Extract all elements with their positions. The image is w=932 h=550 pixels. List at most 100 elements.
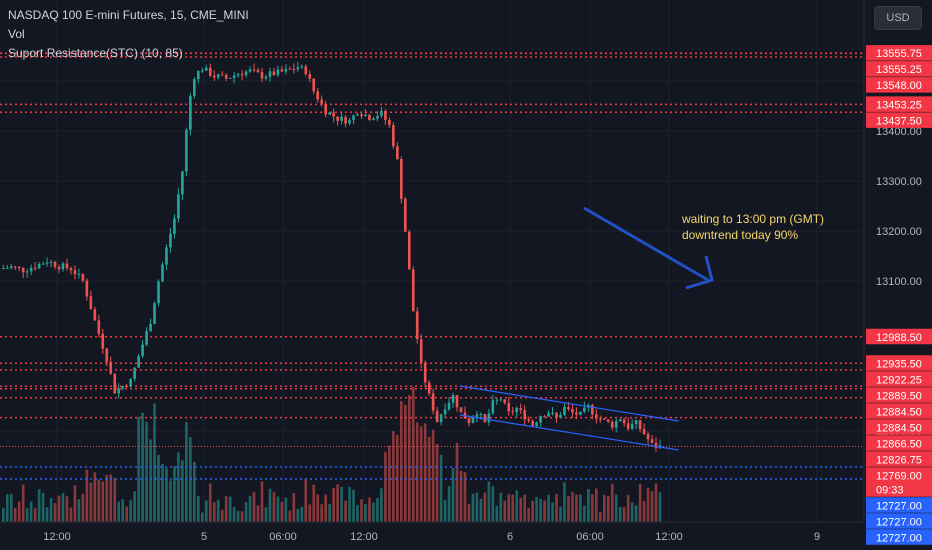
resistance-price-label-box bbox=[866, 419, 932, 435]
candle-body bbox=[332, 112, 335, 117]
candle-body bbox=[507, 402, 511, 412]
volume-bar bbox=[407, 395, 411, 522]
candle-body bbox=[153, 303, 156, 324]
candle-body bbox=[396, 146, 399, 160]
time-tick-label: 9 bbox=[814, 531, 820, 543]
candle-body bbox=[527, 419, 530, 421]
volume-bar bbox=[539, 498, 542, 522]
volume-bar bbox=[634, 505, 638, 522]
resistance-price-label-box bbox=[866, 112, 932, 128]
candle-body bbox=[610, 421, 614, 428]
indicator-label[interactable]: Suport Resistance(STC) (10, 85) bbox=[8, 46, 183, 60]
volume-bar bbox=[49, 498, 53, 522]
volume-bar bbox=[622, 507, 626, 522]
candle-body bbox=[523, 409, 526, 420]
candle-body bbox=[439, 414, 443, 423]
volume-label[interactable]: Vol bbox=[8, 27, 25, 41]
trend-arrow[interactable] bbox=[583, 206, 714, 290]
candle-body bbox=[503, 399, 507, 403]
candle-body bbox=[97, 320, 101, 334]
time-tick-label: 06:00 bbox=[576, 531, 604, 543]
currency-button[interactable]: USD bbox=[874, 6, 922, 30]
volume-bar bbox=[280, 501, 284, 522]
candle-body bbox=[232, 75, 236, 79]
candle-body bbox=[73, 270, 77, 275]
candle-body bbox=[487, 413, 491, 423]
resistance-price-label-box bbox=[866, 45, 932, 61]
candle-body bbox=[340, 116, 343, 121]
candle-body bbox=[284, 68, 288, 72]
support-resistance-lines bbox=[0, 52, 864, 480]
volume-bar bbox=[650, 491, 654, 522]
candle-body bbox=[563, 407, 566, 416]
volume-bar bbox=[284, 497, 288, 522]
support-price-label: 12727.00 bbox=[876, 500, 922, 512]
candle-body bbox=[113, 373, 117, 394]
volume-bar bbox=[296, 508, 300, 522]
candle-body bbox=[240, 74, 244, 76]
candle-body bbox=[455, 395, 459, 408]
volume-bar bbox=[368, 497, 371, 522]
candle-body bbox=[312, 78, 316, 92]
support-price-label-box bbox=[866, 497, 932, 513]
volume-bar bbox=[543, 500, 546, 522]
volume-bar bbox=[583, 505, 586, 522]
channel-upper-line[interactable] bbox=[459, 385, 679, 422]
volume-bar bbox=[475, 492, 479, 522]
volume-bar bbox=[459, 470, 463, 522]
price-axis[interactable]: 13500.0013400.0013300.0013200.0013100.00… bbox=[863, 0, 932, 550]
volume-bar bbox=[602, 494, 606, 522]
candle-body bbox=[535, 422, 538, 426]
annotation-text[interactable]: waiting to 13:00 pm (GMT) downtrend toda… bbox=[681, 212, 824, 242]
volume-bar bbox=[97, 479, 101, 522]
volume-bar bbox=[57, 495, 61, 522]
candle-body bbox=[260, 72, 264, 79]
volume-bar bbox=[153, 403, 156, 522]
candle-body bbox=[571, 409, 574, 413]
volume-bar bbox=[292, 493, 296, 522]
candle-body bbox=[427, 382, 431, 394]
volume-bar bbox=[411, 387, 415, 522]
volume-bar bbox=[658, 492, 662, 522]
volume-bar bbox=[208, 483, 212, 522]
descending-channel[interactable] bbox=[459, 385, 679, 451]
volume-bar bbox=[642, 501, 646, 522]
volume-bar bbox=[145, 421, 148, 522]
resistance-price-label: 13555.25 bbox=[876, 64, 922, 76]
volume-bar bbox=[316, 494, 320, 522]
time-tick-label: 12:00 bbox=[43, 531, 71, 543]
resistance-price-label-box bbox=[866, 371, 932, 387]
candle-body bbox=[380, 110, 383, 116]
candle-body bbox=[634, 420, 638, 425]
volume-bar bbox=[73, 485, 77, 522]
support-price-label: 12727.00 bbox=[876, 516, 922, 528]
channel-lower-line[interactable] bbox=[459, 414, 679, 451]
volume-bar bbox=[519, 497, 522, 522]
candle-body bbox=[364, 114, 367, 117]
candle-body bbox=[443, 409, 447, 415]
annotation-line-1: waiting to 13:00 pm (GMT) bbox=[681, 212, 824, 226]
candle-body bbox=[654, 442, 658, 449]
volume-bar bbox=[340, 486, 343, 522]
resistance-price-label: 12935.50 bbox=[876, 358, 922, 370]
chart-grid bbox=[0, 0, 864, 522]
candle-body bbox=[33, 267, 37, 269]
candle-body bbox=[157, 281, 160, 304]
candle-body bbox=[69, 268, 73, 271]
volume-bar bbox=[610, 483, 614, 522]
symbol-title[interactable]: NASDAQ 100 E-mini Futures, 15, CME_MINI bbox=[8, 8, 249, 22]
candle-body bbox=[638, 420, 642, 430]
candle-body bbox=[41, 263, 45, 265]
volume-bar bbox=[614, 494, 618, 522]
candle-body bbox=[411, 269, 415, 312]
volume-bar bbox=[606, 495, 610, 522]
candle-body bbox=[236, 74, 240, 76]
volume-bar bbox=[157, 454, 160, 522]
annotation-line-2: downtrend today 90% bbox=[682, 228, 798, 242]
volume-bar bbox=[324, 494, 327, 522]
volume-bar bbox=[216, 499, 220, 522]
time-axis[interactable]: 12:00 5 06:00 12:00 6 06:00 12:00 9 bbox=[0, 521, 864, 550]
volume-bar bbox=[89, 482, 93, 522]
candle-body bbox=[622, 419, 626, 424]
